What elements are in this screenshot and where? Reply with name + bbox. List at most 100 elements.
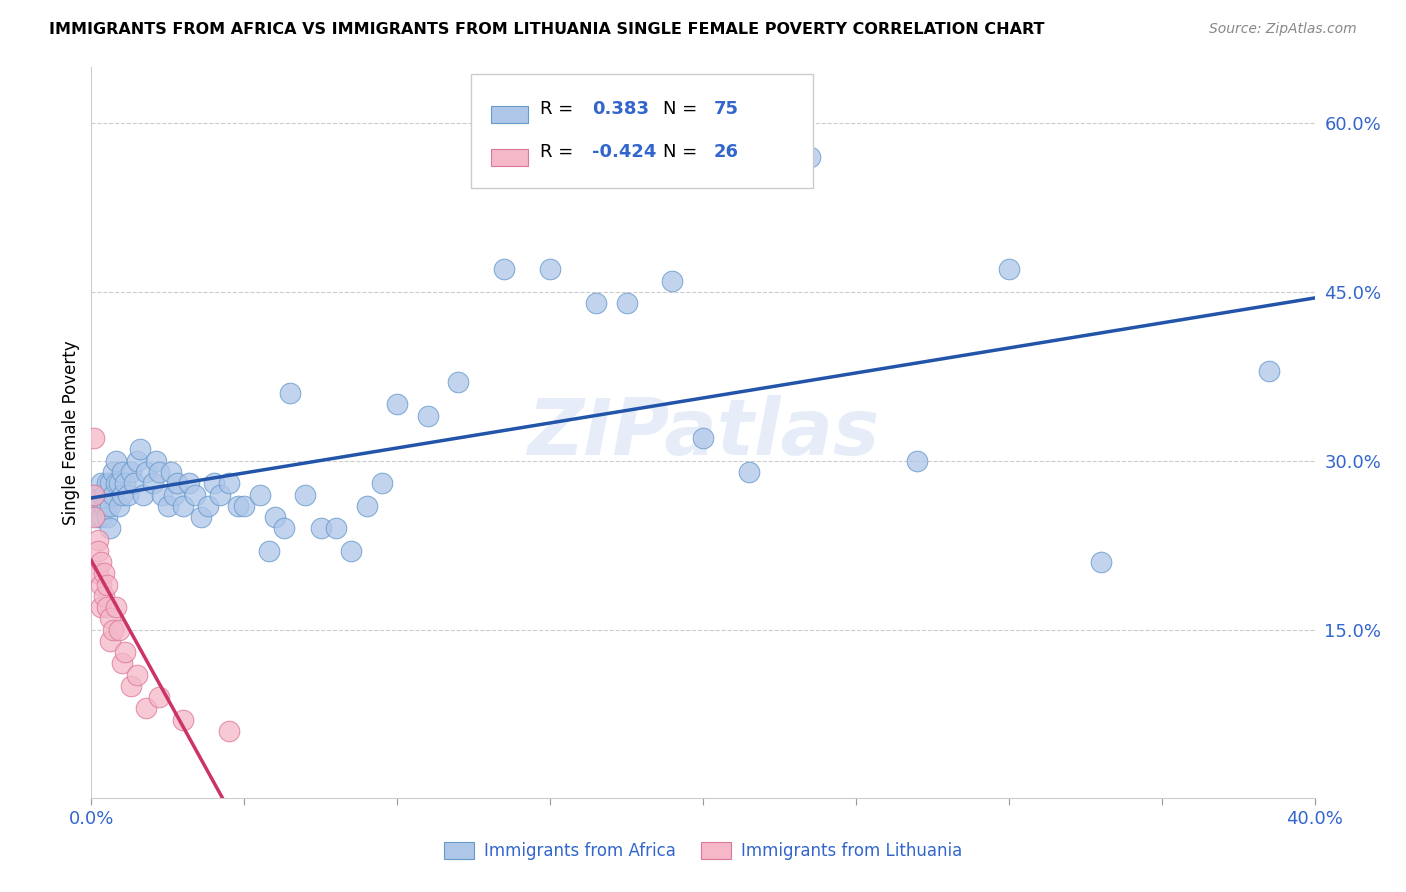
Point [166,476,188,491]
Point [122,476,145,491]
Legend: Immigrants from Africa, Immigrants from Lithuania: Immigrants from Africa, Immigrants from … [437,835,969,867]
Text: -0.424: -0.424 [592,143,657,161]
Point [294,487,316,501]
Point [96,499,118,513]
Point [356,499,378,513]
Point [616,296,638,310]
Text: 0.383: 0.383 [592,100,648,119]
Point [1090,555,1112,569]
Point [86,566,108,581]
Point [172,499,194,513]
Point [83,487,105,501]
Point [90,487,112,501]
Point [93,499,115,513]
Point [93,589,115,603]
Point [90,600,112,615]
Point [218,723,240,738]
Point [249,487,271,501]
Point [156,499,179,513]
Text: R =: R = [540,100,579,119]
Point [257,543,280,558]
Point [416,409,439,423]
Point [129,442,152,457]
Point [83,499,105,513]
Point [90,555,112,569]
Point [104,454,127,468]
Point [98,633,121,648]
Point [661,274,683,288]
Point [145,454,167,468]
Point [184,487,207,501]
Point [172,713,194,727]
Point [371,476,394,491]
Text: N =: N = [662,100,703,119]
Point [1257,364,1279,378]
FancyBboxPatch shape [491,106,529,123]
Text: N =: N = [662,143,703,161]
Text: 75: 75 [714,100,740,119]
Point [218,476,240,491]
Point [150,487,173,501]
Point [273,521,295,535]
Point [309,521,332,535]
Point [127,667,149,681]
Point [96,510,118,524]
Point [998,262,1021,277]
Point [163,487,186,501]
Point [141,476,163,491]
Point [114,645,136,659]
Point [104,600,127,615]
Point [190,510,212,524]
Point [98,476,121,491]
Point [208,487,231,501]
Point [111,487,134,501]
Point [278,386,301,401]
Point [148,465,170,479]
Point [148,690,170,704]
Point [135,701,157,715]
Point [233,499,256,513]
Text: 26: 26 [714,143,740,161]
Point [83,431,105,445]
Point [104,476,127,491]
Point [98,499,121,513]
Point [93,566,115,581]
Point [101,487,124,501]
Point [98,521,121,535]
Text: Source: ZipAtlas.com: Source: ZipAtlas.com [1209,22,1357,37]
Point [101,623,124,637]
Y-axis label: Single Female Poverty: Single Female Poverty [62,341,80,524]
Point [86,533,108,547]
Point [98,611,121,625]
Point [108,499,131,513]
Point [90,476,112,491]
Point [226,499,249,513]
Point [179,476,201,491]
Point [117,487,139,501]
Point [86,499,108,513]
Point [90,577,112,591]
FancyBboxPatch shape [491,149,529,166]
Text: R =: R = [540,143,579,161]
Point [108,623,131,637]
Point [799,150,821,164]
Point [494,262,516,277]
Point [538,262,561,277]
Point [264,510,287,524]
Point [83,510,105,524]
Point [86,543,108,558]
Point [202,476,225,491]
Point [108,476,131,491]
Point [160,465,183,479]
Text: ZIPatlas: ZIPatlas [527,394,879,471]
Point [111,657,134,671]
Point [340,543,363,558]
Point [96,476,118,491]
Point [120,465,142,479]
Point [114,476,136,491]
Text: IMMIGRANTS FROM AFRICA VS IMMIGRANTS FROM LITHUANIA SINGLE FEMALE POVERTY CORREL: IMMIGRANTS FROM AFRICA VS IMMIGRANTS FRO… [49,22,1045,37]
Point [447,375,470,389]
Point [120,679,142,693]
Point [132,487,155,501]
Point [135,465,157,479]
